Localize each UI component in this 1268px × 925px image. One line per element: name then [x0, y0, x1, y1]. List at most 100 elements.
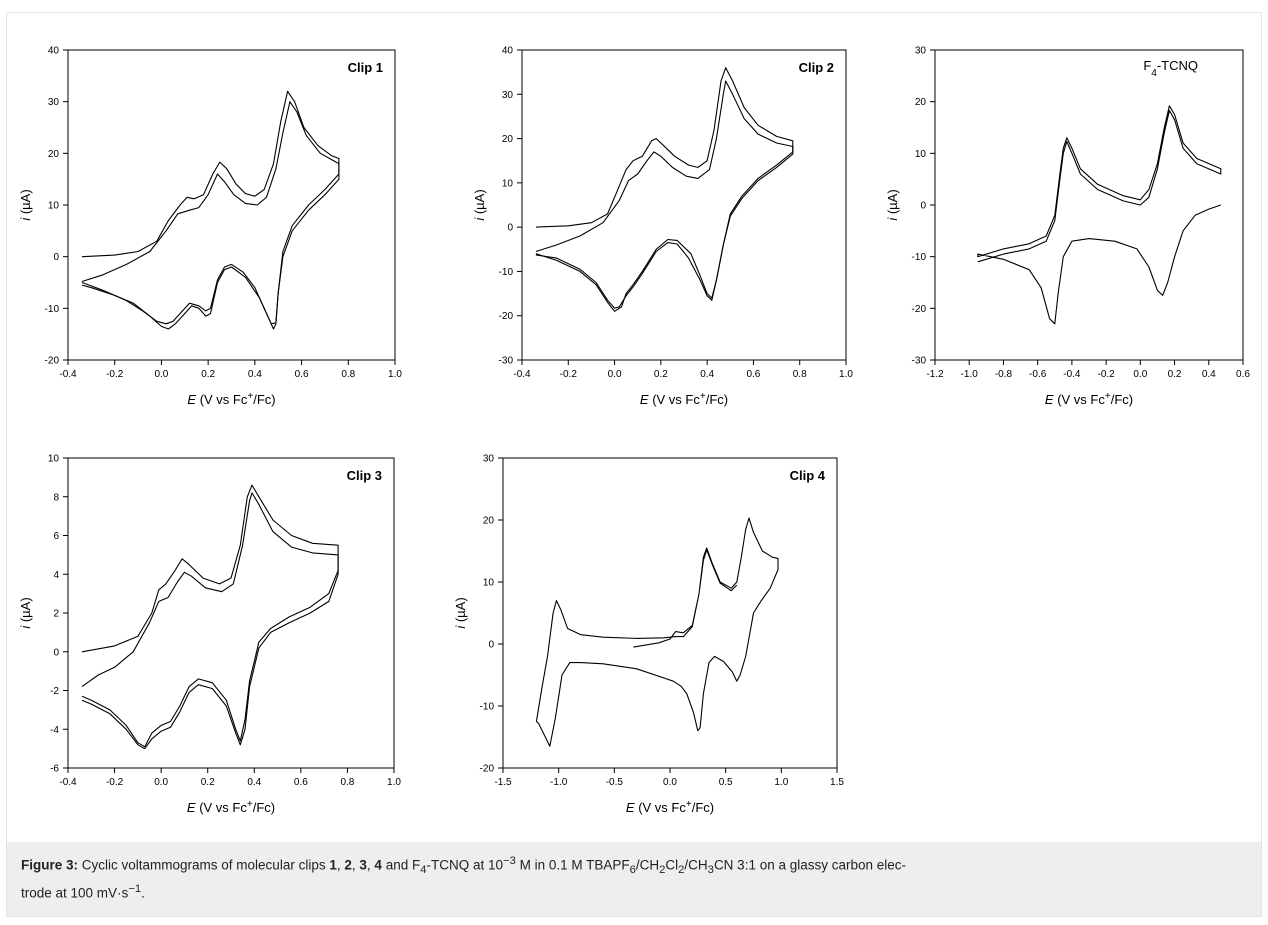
- caption-label: Figure 3:: [21, 857, 79, 873]
- y-tick-label: 40: [48, 46, 60, 57]
- y-axis-label: i (µA): [453, 597, 468, 628]
- y-tick-label: 20: [502, 134, 514, 145]
- panel-title-part: -TCNQ: [1157, 58, 1198, 73]
- x-axis-label: E (V vs Fc+/Fc): [626, 799, 714, 816]
- y-tick-label: 40: [502, 46, 514, 57]
- caption-part: trode at 100 mV·s: [21, 885, 129, 901]
- plot-area-frame: [934, 49, 1244, 361]
- y-tick-label: 30: [502, 90, 514, 101]
- x-tick-label: -1.2: [926, 369, 944, 380]
- panel-title-part: F: [1143, 58, 1151, 73]
- x-tick-label: 0.0: [154, 369, 168, 380]
- x-tick-label: -0.8: [995, 369, 1013, 380]
- y-tick-label: -20: [912, 304, 927, 315]
- caption-part: /CH: [684, 857, 708, 873]
- y-tick-label: -10: [45, 304, 60, 315]
- y-tick-label: 0: [507, 223, 513, 234]
- x-tick-label: -0.5: [606, 777, 624, 788]
- chart-panel-f4-tcnq: -1.2 -1.0 -0.8 -0.6 -0.4 -0.2 0.0 0.2 0.4 0.6 -30 -…: [885, 46, 1250, 408]
- caption-part: M in 0.1 M TBAPF: [515, 857, 630, 873]
- y-axis-label-symbol: i: [472, 217, 487, 221]
- y-tick-label: 0: [53, 252, 59, 263]
- y-tick-label: 30: [483, 454, 495, 465]
- x-tick-label: 0.4: [248, 369, 262, 380]
- y-tick-label: 0: [488, 640, 494, 651]
- y-tick-label: 8: [53, 492, 59, 503]
- x-axis-label-sup: +: [247, 799, 253, 810]
- x-axis-label-sup: +: [247, 391, 253, 402]
- caption-subscript: 3: [707, 864, 714, 877]
- y-axis-label: i (µA): [885, 189, 900, 220]
- x-tick-label: -0.4: [513, 369, 531, 380]
- x-axis-label-part: (V vs Fc: [196, 392, 248, 407]
- x-tick-label: 0.0: [608, 369, 622, 380]
- y-axis-label-part: (µA): [472, 189, 487, 217]
- panel-title: Clip 3: [347, 468, 382, 483]
- plot-area-frame: [67, 49, 396, 361]
- panel-title: F4-TCNQ: [1143, 58, 1198, 79]
- x-tick-label: -0.4: [1063, 369, 1081, 380]
- x-tick-label: -0.2: [106, 777, 124, 788]
- x-axis-label-sup: +: [686, 799, 692, 810]
- panel-title-sub: 4: [1151, 68, 1157, 79]
- x-tick-label: 0.2: [201, 777, 215, 788]
- y-axis-label: i (µA): [472, 189, 487, 220]
- chart-panel-clip-1: -0.4 -0.2 0.0 0.2 0.4 0.6 0.8 1.0 -20 -10 0 10 20 30 4…: [18, 46, 402, 408]
- caption-part: /CH: [635, 857, 660, 873]
- x-tick-label: 1.0: [774, 777, 788, 788]
- x-axis-label: E (V vs Fc+/Fc): [187, 391, 275, 408]
- x-axis-label-part: /Fc): [692, 800, 714, 815]
- caption-subscript: 6: [629, 864, 636, 877]
- x-axis-label-part: (V vs Fc: [635, 800, 687, 815]
- caption-subscript: 2: [659, 864, 666, 877]
- caption-text: Figure 3: Cyclic voltammograms of molecu…: [21, 852, 1247, 903]
- y-tick-label: -20: [45, 356, 60, 367]
- y-tick-label: 10: [502, 178, 514, 189]
- x-axis-label-part: (V vs Fc: [196, 800, 248, 815]
- caption-part: Cl: [665, 857, 679, 873]
- y-axis-label-symbol: i: [453, 625, 468, 629]
- y-tick-label: 4: [53, 570, 59, 581]
- y-tick-label: 20: [915, 97, 927, 108]
- caption-clip-number: 2: [344, 857, 352, 873]
- y-tick-label: 20: [48, 149, 60, 160]
- x-tick-label: -1.0: [961, 369, 979, 380]
- y-tick-label: -20: [499, 311, 514, 322]
- x-axis-label-symbol: E: [626, 800, 635, 815]
- x-tick-label: -0.4: [59, 777, 77, 788]
- cv-curve-1: [535, 517, 779, 747]
- x-tick-label: 0.6: [294, 777, 308, 788]
- x-tick-label: -1.0: [550, 777, 568, 788]
- y-axis-label-part: (µA): [453, 597, 468, 625]
- y-axis-label-part: (µA): [885, 189, 900, 217]
- plot-area-frame: [67, 457, 395, 769]
- cv-curve-1: [977, 105, 1222, 325]
- cv-curve-1: [535, 67, 794, 312]
- caption-part: ,: [366, 857, 375, 873]
- caption-part: ,: [351, 857, 360, 873]
- x-tick-label: 0.2: [654, 369, 668, 380]
- caption-part: .: [141, 885, 145, 901]
- x-tick-label: -0.2: [1097, 369, 1115, 380]
- y-tick-label: 30: [915, 46, 927, 57]
- x-tick-label: 0.8: [340, 777, 354, 788]
- y-tick-label: 20: [483, 516, 495, 527]
- x-tick-label: 0.8: [793, 369, 807, 380]
- y-axis-label-part: (µA): [18, 189, 33, 217]
- y-tick-label: 6: [53, 531, 59, 542]
- x-tick-label: -0.2: [106, 369, 124, 380]
- chart-panel-clip-4: -1.5 -1.0 -0.5 0.0 0.5 1.0 1.5 -20 -10 0 10 20 30 E (…: [453, 454, 844, 816]
- cv-curve-2: [535, 80, 794, 309]
- caption-part: -TCNQ at 10: [426, 857, 504, 873]
- x-tick-label: 0.0: [1133, 369, 1147, 380]
- cv-curve-1: [81, 484, 339, 748]
- cv-curve-2: [81, 101, 340, 325]
- x-tick-label: 1.0: [387, 777, 401, 788]
- x-axis-label-part: /Fc): [253, 800, 275, 815]
- x-tick-label: 1.0: [839, 369, 853, 380]
- x-tick-label: 0.6: [746, 369, 760, 380]
- x-axis-label: E (V vs Fc+/Fc): [187, 799, 275, 816]
- x-axis-label-symbol: E: [1045, 392, 1054, 407]
- y-axis-label: i (µA): [18, 189, 33, 220]
- x-tick-label: 1.0: [388, 369, 402, 380]
